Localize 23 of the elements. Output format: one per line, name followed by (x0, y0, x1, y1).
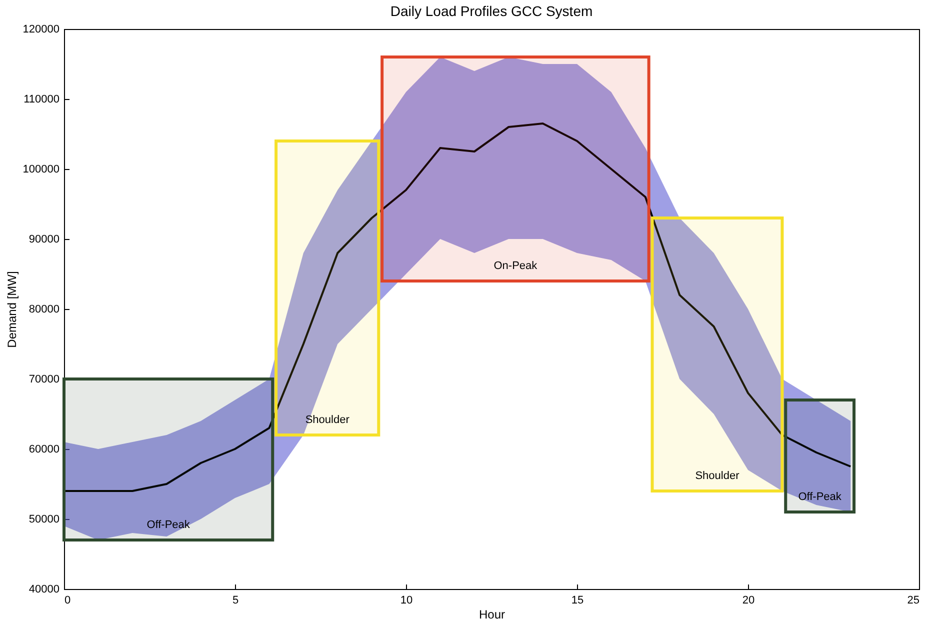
y-tick-label: 120000 (22, 24, 60, 36)
y-tick-label: 70000 (28, 374, 60, 386)
y-tick-label: 80000 (28, 304, 60, 316)
x-tick-label: 25 (907, 594, 920, 606)
y-tick-label: 90000 (28, 234, 60, 246)
band-label: Shoulder (695, 470, 740, 482)
y-tick-label: 50000 (28, 514, 60, 526)
y-axis-title: Demand [MW] (4, 271, 19, 348)
x-tick-label: 0 (64, 594, 71, 606)
band-label: On-Peak (494, 260, 538, 272)
x-tick-label: 20 (742, 594, 755, 606)
chart-title: Daily Load Profiles GCC System (390, 3, 593, 19)
y-tick-label: 60000 (28, 444, 60, 456)
x-tick-label: 5 (232, 594, 239, 606)
band-label: Shoulder (305, 414, 350, 426)
y-tick-label: 110000 (24, 94, 60, 106)
band-label: Off-Peak (146, 519, 190, 531)
x-tick-label: 10 (400, 594, 413, 606)
x-axis-title: Hour (478, 608, 506, 622)
y-tick-label: 40000 (28, 584, 60, 596)
band-label: Off-Peak (798, 491, 842, 503)
y-tick-label: 100000 (22, 164, 60, 176)
x-tick-label: 15 (571, 594, 584, 606)
